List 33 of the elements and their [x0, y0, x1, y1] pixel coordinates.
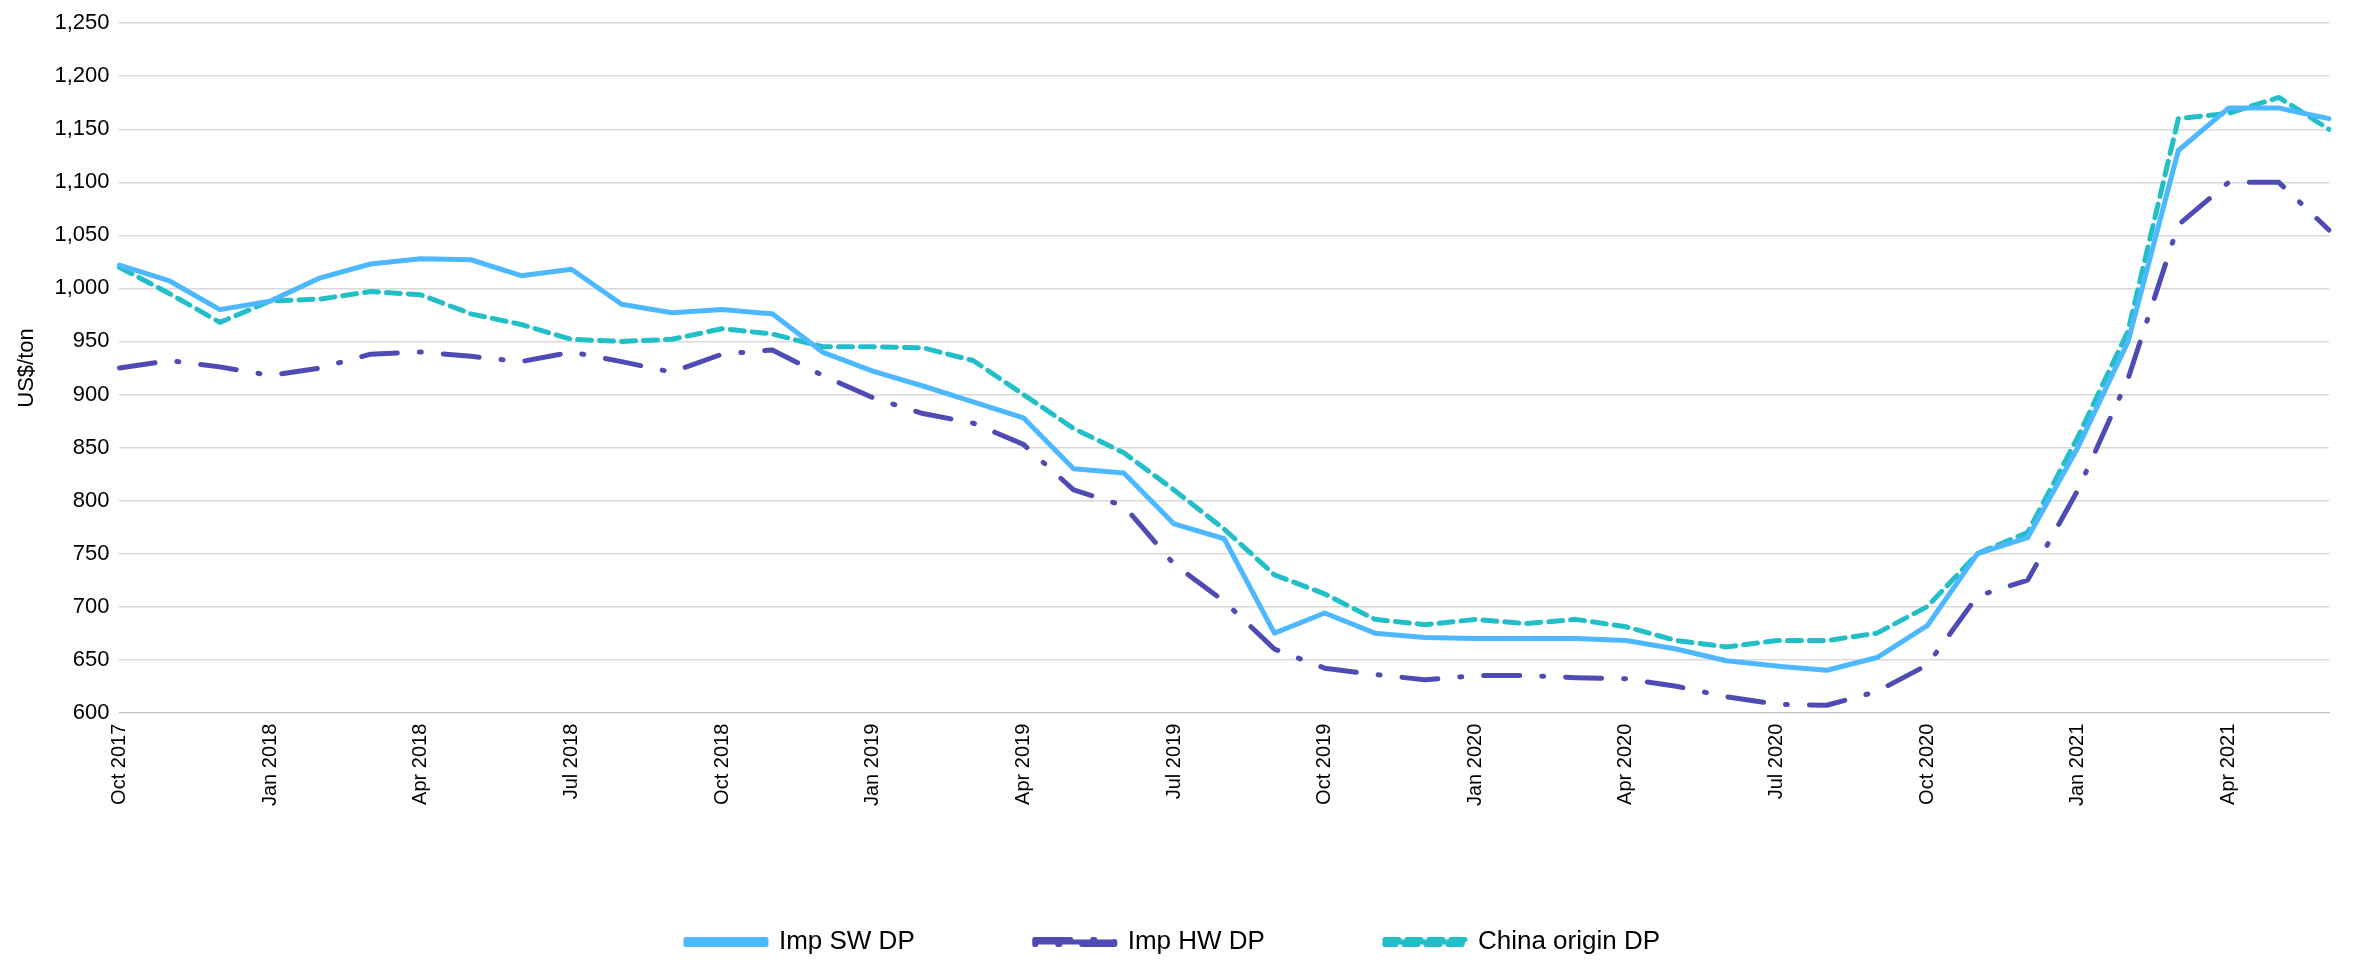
y-tick-label: 700	[72, 592, 110, 618]
x-tick-label: Apr 2020	[1613, 723, 1636, 805]
x-tick-label: Apr 2021	[2216, 723, 2239, 805]
y-tick-label: 1,250	[54, 9, 110, 35]
x-tick-label: Jan 2021	[2065, 723, 2088, 806]
y-tick-label: 1,050	[54, 221, 110, 247]
y-tick-label: 1,200	[54, 62, 110, 88]
x-tick-label: Oct 2019	[1312, 723, 1335, 805]
x-tick-label: Jan 2020	[1462, 723, 1485, 806]
y-tick-label: 850	[72, 433, 110, 459]
y-tick-label: 600	[72, 698, 110, 724]
x-tick-label: Jul 2019	[1161, 723, 1184, 800]
x-tick-label: Apr 2019	[1010, 723, 1033, 805]
y-tick-label: 750	[72, 539, 110, 565]
y-tick-label: 1,100	[54, 168, 110, 194]
legend-label: Imp HW DP	[1127, 925, 1265, 956]
x-tick-label: Oct 2018	[709, 723, 732, 805]
legend-label: China origin DP	[1477, 925, 1661, 956]
y-tick-label: 950	[72, 327, 110, 353]
y-tick-label: 900	[72, 380, 110, 406]
x-tick-label: Jul 2018	[558, 723, 581, 800]
x-tick-label: Jan 2019	[860, 723, 883, 806]
y-axis-title: US$/ton	[13, 328, 39, 408]
x-tick-label: Oct 2017	[106, 723, 129, 805]
legend-label: Imp SW DP	[778, 925, 915, 956]
x-tick-label: Oct 2020	[1914, 723, 1937, 805]
x-tick-label: Jan 2018	[257, 723, 280, 806]
x-tick-label: Apr 2018	[408, 723, 431, 805]
y-tick-label: 650	[72, 645, 110, 671]
y-tick-label: 800	[72, 486, 110, 512]
y-tick-label: 1,000	[54, 274, 110, 300]
y-tick-label: 1,150	[54, 115, 110, 141]
x-tick-label: Jul 2020	[1764, 723, 1787, 800]
